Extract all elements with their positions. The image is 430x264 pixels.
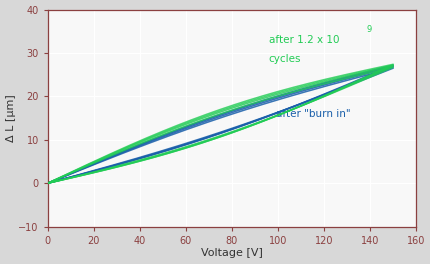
Text: cycles: cycles — [268, 54, 301, 64]
X-axis label: Voltage [V]: Voltage [V] — [200, 248, 262, 258]
Y-axis label: Δ L [μm]: Δ L [μm] — [6, 94, 15, 142]
Text: after 1.2 x 10: after 1.2 x 10 — [268, 35, 338, 45]
Text: after "burn in": after "burn in" — [276, 109, 350, 119]
Text: 9: 9 — [366, 25, 371, 34]
